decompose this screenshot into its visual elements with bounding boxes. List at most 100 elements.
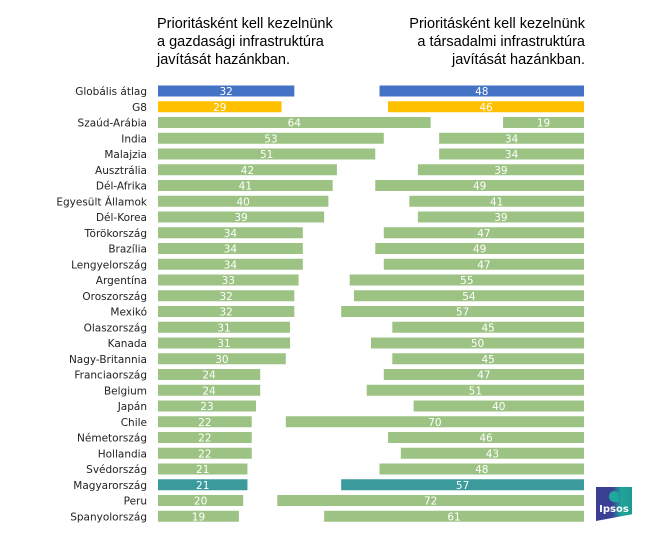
category-label: Peru [124,496,147,508]
bar-social [341,479,584,491]
bar-social [400,447,584,459]
bar-economic [158,148,376,160]
bar-economic [158,447,252,459]
bar-economic [158,337,291,349]
value-label-economic: 34 [224,259,238,271]
bar-social [324,510,584,522]
bar-social [392,321,584,333]
left-panel-title: Prioritásként kell kezelnünk a gazdasági… [157,16,333,68]
value-label-social: 70 [428,417,441,429]
value-label-social: 39 [494,165,507,177]
bar-social [388,101,584,113]
bar-economic [158,290,295,302]
category-label: Kanada [108,338,147,350]
value-label-social: 47 [477,259,490,271]
bar-social [388,432,584,443]
category-label: India [121,133,147,145]
bar-economic [158,321,291,333]
category-label: G8 [132,102,147,114]
value-label-social: 46 [479,102,493,114]
value-label-social: 50 [471,338,484,350]
value-label-social: 34 [505,133,519,145]
value-label-economic: 31 [217,338,230,350]
bar-economic [158,479,248,491]
value-label-economic: 34 [224,244,238,256]
category-label: Lengyelország [71,259,147,271]
value-label-social: 47 [477,228,490,240]
bar-economic [158,400,256,412]
value-label-economic: 51 [260,149,273,161]
value-label-social: 45 [481,354,494,366]
category-label: Japán [117,401,147,413]
category-label: Chile [121,417,147,429]
value-label-social: 46 [479,433,493,445]
value-label-social: 48 [475,86,488,98]
category-label: Franciaország [74,370,147,382]
bar-economic [158,353,286,365]
bar-economic [158,510,239,522]
bar-social [375,180,584,191]
bar-social [383,227,584,239]
bar-economic [158,274,299,286]
value-label-social: 49 [473,181,486,193]
value-label-economic: 32 [219,307,232,319]
value-label-economic: 33 [222,275,235,287]
bar-social [353,290,584,302]
bar-economic [158,243,303,254]
value-label-economic: 20 [194,496,207,508]
bar-economic [158,306,295,317]
right-panel-title: Prioritásként kell kezelnünk a társadalm… [409,16,585,68]
value-label-economic: 21 [196,464,209,476]
category-label: Svédország [86,464,147,476]
logo-mark [609,491,619,502]
bar-social [503,117,584,128]
value-label-economic: 32 [219,291,232,303]
value-label-economic: 34 [224,228,238,240]
category-label: Globális átlag [75,86,147,98]
category-label: Dél-Korea [96,212,147,224]
category-label: Malajzia [104,149,147,161]
bar-economic [158,227,303,239]
bar-social [417,164,584,176]
bar-social [375,243,584,254]
bar-economic [158,164,337,176]
category-label: Brazília [108,244,147,256]
value-label-economic: 22 [198,433,211,445]
value-label-social: 51 [469,385,482,397]
value-label-social: 43 [486,448,499,460]
value-label-social: 41 [490,196,503,208]
bar-social [341,306,584,317]
value-label-economic: 64 [288,118,302,130]
bar-social [409,195,584,207]
value-label-social: 72 [424,496,437,508]
value-label-economic: 23 [200,401,213,413]
value-label-economic: 31 [217,322,230,334]
bar-social [439,148,584,160]
bar-economic [158,211,325,223]
bar-social [392,353,584,365]
category-label: Nagy-Britannia [69,354,147,366]
value-label-social: 45 [481,322,494,334]
bar-economic [158,132,384,144]
value-label-social: 55 [460,275,473,287]
value-label-economic: 40 [237,196,250,208]
category-label: Egyesült Államok [56,195,148,208]
category-label: Belgium [104,385,147,397]
value-label-social: 39 [494,212,507,224]
bar-social [439,132,584,144]
value-label-economic: 19 [192,511,205,523]
bar-economic [158,463,248,475]
value-label-economic: 29 [213,102,226,114]
category-label: Hollandia [98,448,147,460]
value-label-economic: 24 [202,370,216,382]
value-label-social: 19 [537,118,550,130]
value-label-social: 48 [475,464,488,476]
value-label-social: 40 [492,401,505,413]
value-label-economic: 42 [241,165,254,177]
category-label: Olaszország [84,322,147,334]
category-label: Spanyolország [70,511,147,523]
value-label-social: 61 [447,511,460,523]
bar-economic [158,117,431,128]
category-label: Ausztrália [95,165,147,177]
